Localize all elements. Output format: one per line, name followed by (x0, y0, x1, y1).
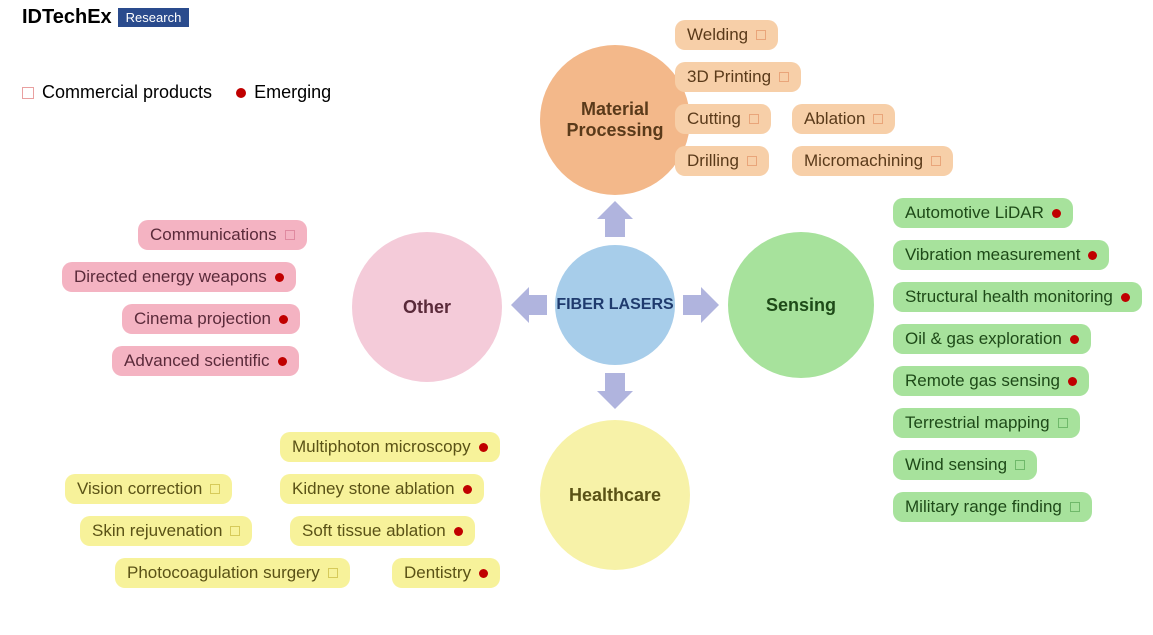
pill-sensing-1: Vibration measurement (893, 240, 1109, 270)
logo-badge: Research (118, 8, 190, 27)
arrow-down-head-icon (597, 391, 633, 409)
category-circle-healthcare: Healthcare (540, 420, 690, 570)
category-circle-other: Other (352, 232, 502, 382)
pill-label: Oil & gas exploration (905, 329, 1062, 349)
pill-label: Communications (150, 225, 277, 245)
category-circle-sensing: Sensing (728, 232, 874, 378)
square-icon (747, 156, 757, 166)
square-icon (749, 114, 759, 124)
legend-emerging: Emerging (236, 82, 331, 103)
dot-icon (1070, 335, 1079, 344)
pill-material-5: Micromachining (792, 146, 953, 176)
pill-label: 3D Printing (687, 67, 771, 87)
pill-label: Vibration measurement (905, 245, 1080, 265)
pill-healthcare-1: Vision correction (65, 474, 232, 504)
logo-brand: IDTechEx (22, 6, 112, 29)
pill-sensing-2: Structural health monitoring (893, 282, 1142, 312)
dot-icon (236, 88, 246, 98)
dot-icon (1088, 251, 1097, 260)
pill-material-4: Drilling (675, 146, 769, 176)
dot-icon (479, 569, 488, 578)
square-icon (756, 30, 766, 40)
dot-icon (279, 315, 288, 324)
pill-healthcare-5: Photocoagulation surgery (115, 558, 350, 588)
pill-sensing-0: Automotive LiDAR (893, 198, 1073, 228)
square-icon (1058, 418, 1068, 428)
pill-label: Vision correction (77, 479, 202, 499)
pill-label: Kidney stone ablation (292, 479, 455, 499)
dot-icon (275, 273, 284, 282)
legend: Commercial products Emerging (22, 82, 331, 103)
pill-label: Wind sensing (905, 455, 1007, 475)
square-icon (1070, 502, 1080, 512)
arrow-down-stem (605, 373, 625, 393)
pill-sensing-5: Terrestrial mapping (893, 408, 1080, 438)
pill-other-1: Directed energy weapons (62, 262, 296, 292)
center-circle: FIBER LASERS (555, 245, 675, 365)
square-icon (285, 230, 295, 240)
arrow-left-head-icon (511, 287, 529, 323)
pill-label: Advanced scientific (124, 351, 270, 371)
square-icon (210, 484, 220, 494)
pill-label: Terrestrial mapping (905, 413, 1050, 433)
pill-label: Soft tissue ablation (302, 521, 446, 541)
square-icon (873, 114, 883, 124)
logo: IDTechEx Research (22, 6, 189, 29)
pill-label: Remote gas sensing (905, 371, 1060, 391)
pill-material-3: Ablation (792, 104, 895, 134)
square-icon (328, 568, 338, 578)
dot-icon (1121, 293, 1130, 302)
pill-healthcare-0: Multiphoton microscopy (280, 432, 500, 462)
category-circle-material: MaterialProcessing (540, 45, 690, 195)
pill-sensing-3: Oil & gas exploration (893, 324, 1091, 354)
square-icon (230, 526, 240, 536)
pill-label: Welding (687, 25, 748, 45)
square-icon (931, 156, 941, 166)
square-icon (22, 87, 34, 99)
legend-emerging-label: Emerging (254, 82, 331, 103)
arrow-up-stem (605, 217, 625, 237)
pill-label: Dentistry (404, 563, 471, 583)
pill-other-3: Advanced scientific (112, 346, 299, 376)
square-icon (779, 72, 789, 82)
pill-label: Micromachining (804, 151, 923, 171)
pill-healthcare-3: Skin rejuvenation (80, 516, 252, 546)
pill-healthcare-4: Soft tissue ablation (290, 516, 475, 546)
pill-sensing-7: Military range finding (893, 492, 1092, 522)
dot-icon (479, 443, 488, 452)
square-icon (1015, 460, 1025, 470)
pill-other-2: Cinema projection (122, 304, 300, 334)
pill-label: Military range finding (905, 497, 1062, 517)
pill-healthcare-6: Dentistry (392, 558, 500, 588)
pill-sensing-4: Remote gas sensing (893, 366, 1089, 396)
dot-icon (1052, 209, 1061, 218)
pill-other-0: Communications (138, 220, 307, 250)
pill-label: Cutting (687, 109, 741, 129)
dot-icon (278, 357, 287, 366)
legend-commercial: Commercial products (22, 82, 212, 103)
dot-icon (1068, 377, 1077, 386)
legend-commercial-label: Commercial products (42, 82, 212, 103)
pill-label: Photocoagulation surgery (127, 563, 320, 583)
pill-material-0: Welding (675, 20, 778, 50)
pill-label: Skin rejuvenation (92, 521, 222, 541)
pill-label: Directed energy weapons (74, 267, 267, 287)
pill-label: Drilling (687, 151, 739, 171)
pill-label: Ablation (804, 109, 865, 129)
arrow-right-stem (683, 295, 703, 315)
pill-healthcare-2: Kidney stone ablation (280, 474, 484, 504)
arrow-left-stem (527, 295, 547, 315)
pill-label: Structural health monitoring (905, 287, 1113, 307)
pill-label: Cinema projection (134, 309, 271, 329)
pill-label: Multiphoton microscopy (292, 437, 471, 457)
arrow-up-head-icon (597, 201, 633, 219)
pill-material-1: 3D Printing (675, 62, 801, 92)
pill-sensing-6: Wind sensing (893, 450, 1037, 480)
dot-icon (454, 527, 463, 536)
pill-label: Automotive LiDAR (905, 203, 1044, 223)
arrow-right-head-icon (701, 287, 719, 323)
dot-icon (463, 485, 472, 494)
pill-material-2: Cutting (675, 104, 771, 134)
